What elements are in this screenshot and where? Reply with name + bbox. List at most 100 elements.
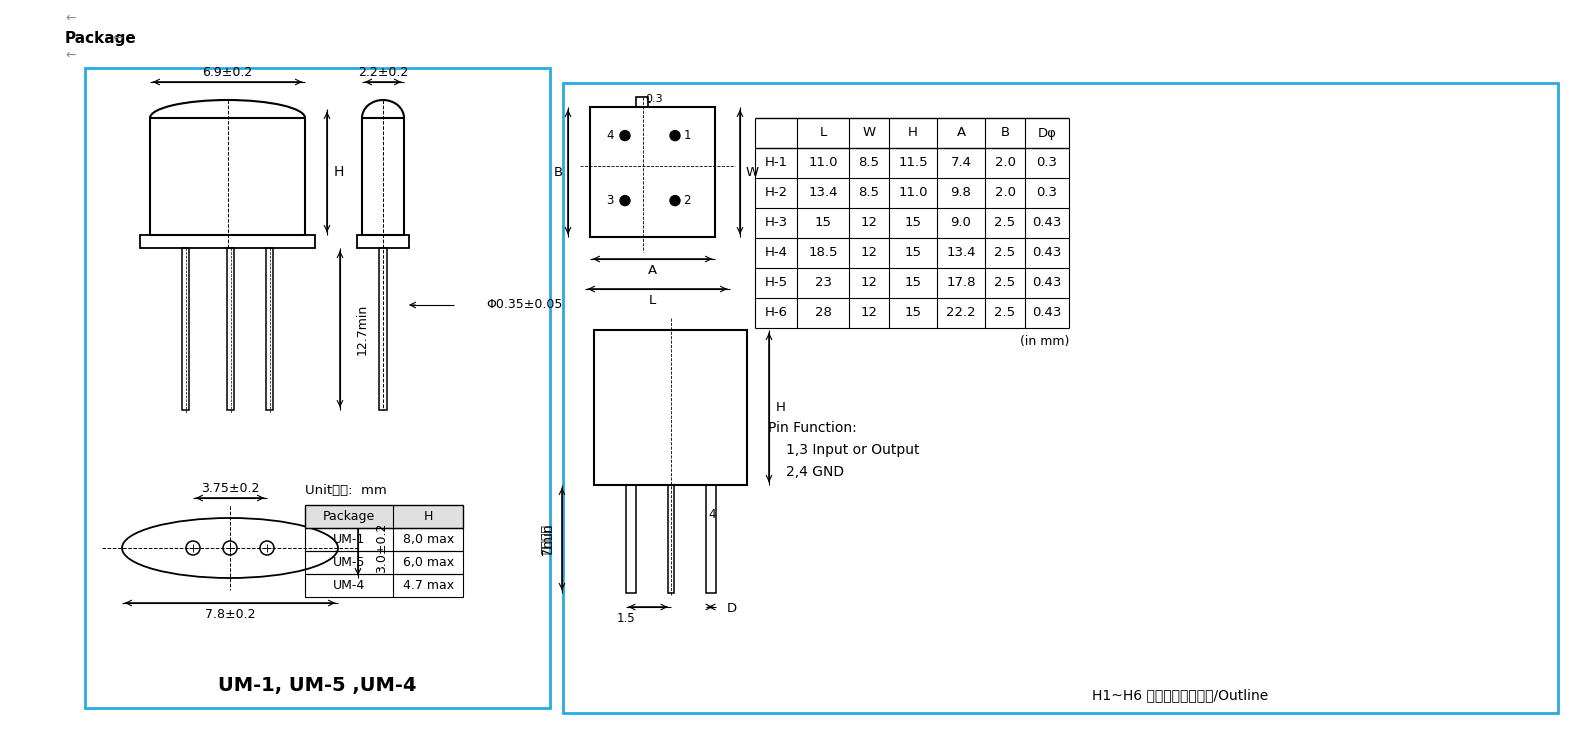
Bar <box>593 330 747 485</box>
Text: H: H <box>424 510 433 523</box>
Text: 12: 12 <box>861 246 878 260</box>
Circle shape <box>671 196 680 205</box>
Text: 2.0: 2.0 <box>995 156 1016 170</box>
Text: (in mm): (in mm) <box>1020 335 1069 349</box>
Text: 7.4: 7.4 <box>951 156 971 170</box>
Bar <box>636 97 649 107</box>
Text: UM-5: UM-5 <box>334 556 365 569</box>
Bar <box>139 235 315 248</box>
Bar <box>305 528 464 551</box>
Text: 15: 15 <box>905 217 921 230</box>
Text: 4: 4 <box>606 129 614 142</box>
Circle shape <box>620 131 630 140</box>
Text: 17.8: 17.8 <box>946 276 976 289</box>
Text: 2.5: 2.5 <box>995 246 1016 260</box>
Text: 11.0: 11.0 <box>808 156 838 170</box>
Text: ←: ← <box>65 48 76 61</box>
Bar <box>625 485 636 593</box>
Bar <box>305 551 464 574</box>
Bar <box>226 248 234 410</box>
Text: H: H <box>908 127 918 140</box>
Text: 15: 15 <box>815 217 832 230</box>
Text: A: A <box>957 127 965 140</box>
Bar <box>85 68 551 708</box>
Text: UM-1, UM-5 ,UM-4: UM-1, UM-5 ,UM-4 <box>218 676 416 695</box>
Circle shape <box>671 131 680 140</box>
Text: 0.3: 0.3 <box>645 94 663 104</box>
Text: 3.0±0.2: 3.0±0.2 <box>375 522 389 573</box>
Text: 4: 4 <box>709 509 717 522</box>
Text: 0.43: 0.43 <box>1033 246 1062 260</box>
Bar <box>305 505 464 528</box>
Text: L: L <box>649 294 657 307</box>
Text: 23: 23 <box>815 276 832 289</box>
Text: H-2: H-2 <box>764 186 788 199</box>
Text: 0.3: 0.3 <box>1036 186 1057 199</box>
Bar <box>380 248 388 410</box>
Text: 15: 15 <box>905 246 921 260</box>
Text: 12: 12 <box>861 276 878 289</box>
Text: 13.4: 13.4 <box>808 186 838 199</box>
Text: 3.75±0.2: 3.75±0.2 <box>201 482 259 495</box>
Text: 1.5: 1.5 <box>615 612 634 624</box>
Text: Unit单位:  mm: Unit单位: mm <box>305 483 386 497</box>
Text: B: B <box>1000 127 1009 140</box>
Text: H-5: H-5 <box>764 276 788 289</box>
Text: 9.0: 9.0 <box>951 217 971 230</box>
Text: 8,0 max: 8,0 max <box>402 533 454 546</box>
Text: 28: 28 <box>815 307 832 319</box>
Bar <box>706 485 715 593</box>
Text: UM-4: UM-4 <box>334 579 365 592</box>
Text: 12.7min: 12.7min <box>356 304 369 355</box>
Text: UM-1: UM-1 <box>334 533 365 546</box>
Text: 2.5: 2.5 <box>995 276 1016 289</box>
Text: 4.7 max: 4.7 max <box>403 579 454 592</box>
Text: 18.5: 18.5 <box>808 246 838 260</box>
Text: H-3: H-3 <box>764 217 788 230</box>
Text: 15: 15 <box>905 307 921 319</box>
Circle shape <box>620 196 630 205</box>
Text: 3: 3 <box>606 194 614 207</box>
Text: 11.5: 11.5 <box>899 156 927 170</box>
Text: 1: 1 <box>683 129 691 142</box>
Text: 12: 12 <box>861 217 878 230</box>
Text: A: A <box>649 264 657 278</box>
Text: 0.43: 0.43 <box>1033 276 1062 289</box>
Text: 9.8: 9.8 <box>951 186 971 199</box>
Text: 2.5: 2.5 <box>995 217 1016 230</box>
Text: ←: ← <box>65 11 76 24</box>
Text: 2: 2 <box>683 194 691 207</box>
Text: 2.5: 2.5 <box>995 307 1016 319</box>
Text: 7.8±0.2: 7.8±0.2 <box>204 608 255 621</box>
Text: H-4: H-4 <box>764 246 788 260</box>
Text: Pin Function:: Pin Function: <box>767 421 857 435</box>
Text: Φ0.35±0.05: Φ0.35±0.05 <box>486 298 562 312</box>
Text: 6,0 max: 6,0 max <box>403 556 454 569</box>
Text: H-1: H-1 <box>764 156 788 170</box>
Text: Package: Package <box>323 510 375 523</box>
Text: 0.43: 0.43 <box>1033 307 1062 319</box>
Bar <box>150 118 305 235</box>
Text: H: H <box>777 401 786 414</box>
Text: 1,3 Input or Output: 1,3 Input or Output <box>786 443 919 457</box>
Text: 0.3: 0.3 <box>1036 156 1057 170</box>
Text: L: L <box>819 127 827 140</box>
Text: 引脚定义: 引脚定义 <box>541 524 554 554</box>
Text: 2.2±0.2: 2.2±0.2 <box>358 66 408 79</box>
Text: H1~H6 外形图及引脚定义/Outline: H1~H6 外形图及引脚定义/Outline <box>1092 688 1269 702</box>
Text: H-6: H-6 <box>764 307 788 319</box>
Bar <box>590 107 715 237</box>
Text: H: H <box>334 165 345 179</box>
Text: 11.0: 11.0 <box>899 186 927 199</box>
Bar <box>362 118 403 235</box>
Text: ←: ← <box>112 32 122 45</box>
Bar <box>668 485 674 593</box>
Text: W: W <box>745 165 758 178</box>
Text: 13.4: 13.4 <box>946 246 976 260</box>
Text: 15: 15 <box>905 276 921 289</box>
Text: 8.5: 8.5 <box>859 156 880 170</box>
Bar <box>182 248 188 410</box>
Text: Dφ: Dφ <box>1038 127 1057 140</box>
Bar <box>305 574 464 597</box>
Text: 8.5: 8.5 <box>859 186 880 199</box>
